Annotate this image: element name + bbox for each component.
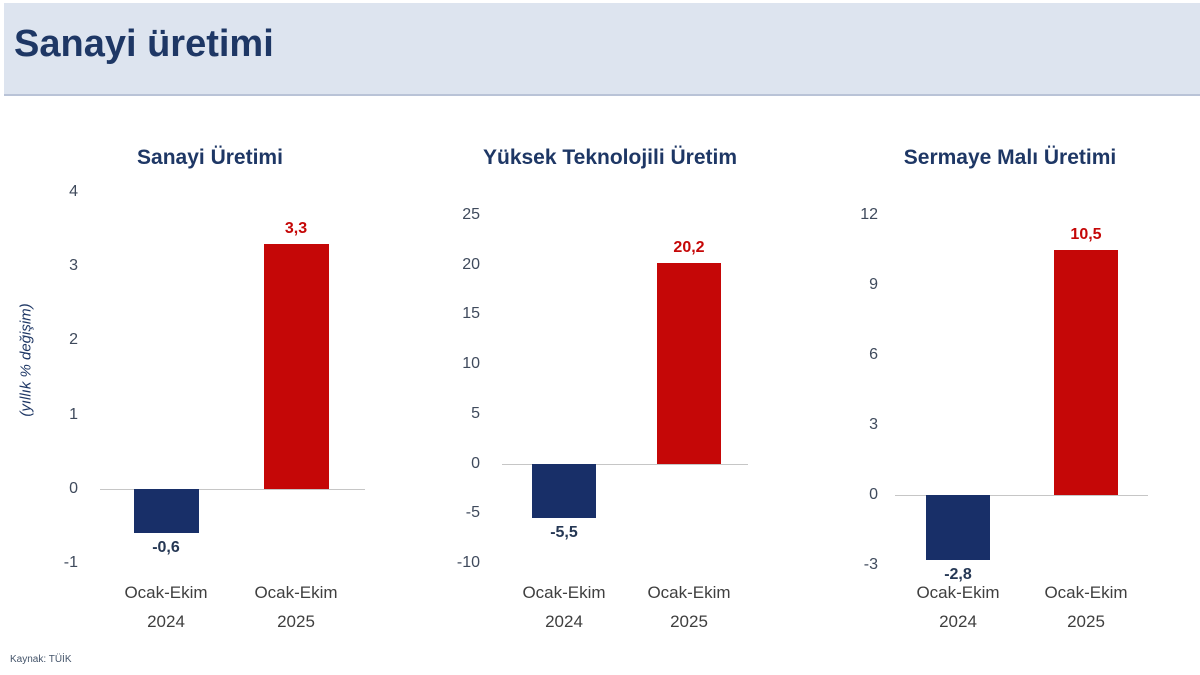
chart-title: Sanayi Üretimi	[137, 146, 283, 169]
y-axis-tick-label: 1	[69, 405, 78, 423]
bar-ocak-ekim-2025	[263, 243, 329, 489]
zero-axis-line	[895, 495, 1148, 496]
zero-axis-line	[100, 489, 365, 490]
x-category-label: Ocak-Ekim 2025	[254, 583, 338, 631]
x-category-label: Ocak-Ekim 2025	[647, 583, 731, 631]
x-category-label: Ocak-Ekim 2024	[916, 583, 1000, 631]
slide-title: Sanayi üretimi	[14, 23, 274, 65]
y-axis-tick-label: 20	[462, 255, 480, 273]
y-axis-tick-label: 12	[860, 206, 878, 223]
bar-value-label: -0,6	[152, 539, 180, 557]
y-axis-tick-label: 2	[69, 331, 78, 349]
x-category-label: Ocak-Ekim 2024	[522, 583, 606, 631]
y-axis-tick-label: 3	[869, 416, 878, 433]
bar-ocak-ekim-2025	[657, 262, 721, 464]
y-axis-tick-label: 0	[471, 454, 480, 472]
x-category-label: Ocak-Ekim 2025	[1044, 583, 1128, 631]
bar-value-label: -5,5	[550, 524, 578, 542]
source-note: Kaynak: TÜİK	[10, 654, 72, 665]
bar-ocak-ekim-2024	[926, 495, 990, 561]
chart-title: Sermaye Malı Üretimi	[903, 146, 1117, 169]
y-axis-tick-label: 5	[471, 404, 480, 422]
y-axis-tick-label: -1	[63, 554, 78, 571]
y-axis-tick-label: 10	[462, 355, 480, 373]
y-axis-tick-label: 6	[869, 346, 878, 363]
y-axis-tick-label: 9	[869, 276, 878, 293]
y-axis-title: (yıllık % değişim)	[17, 303, 35, 417]
bar-value-label: 20,2	[673, 238, 705, 256]
bar-ocak-ekim-2025	[1054, 250, 1118, 495]
bar-ocak-ekim-2024	[532, 463, 596, 519]
zero-axis-line	[502, 464, 748, 465]
bar-value-label: 3,3	[284, 219, 308, 237]
y-axis-tick-label: -3	[863, 556, 878, 573]
y-axis-tick-label: 0	[69, 479, 78, 497]
bar-value-label: -2,8	[944, 566, 972, 584]
y-axis-tick-label: 4	[69, 183, 78, 200]
bar-ocak-ekim-2024	[133, 488, 199, 534]
slide-header: Sanayi üretimi	[4, 3, 1200, 96]
y-axis-tick-label: -10	[456, 554, 480, 571]
x-category-label: Ocak-Ekim 2024	[124, 583, 208, 631]
y-axis-tick-label: 15	[462, 305, 480, 323]
y-axis-tick-label: 3	[69, 257, 78, 275]
bar-value-label: 10,5	[1070, 226, 1102, 243]
y-axis-tick-label: 25	[462, 206, 480, 223]
chart-title: Yüksek Teknolojili Üretim	[482, 146, 738, 169]
y-axis-tick-label: 0	[869, 486, 878, 503]
y-axis-tick-label: -5	[465, 504, 480, 522]
